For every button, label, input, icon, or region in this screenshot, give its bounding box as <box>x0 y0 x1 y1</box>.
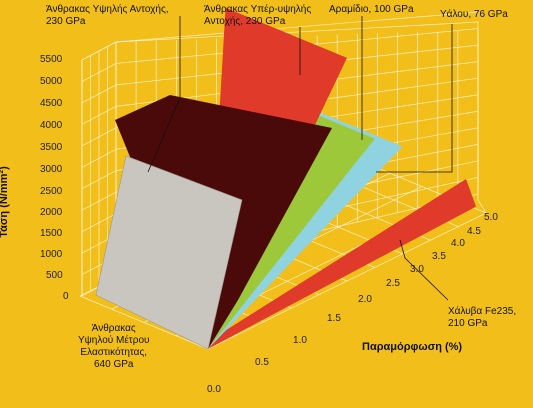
annotation-line: Ελαστικότητας, <box>80 347 148 358</box>
grid-side-wall <box>81 41 117 297</box>
annotation-glass: Υάλου, 76 GPa <box>440 9 508 21</box>
leader-line <box>399 239 449 301</box>
x-tick-label: 0.5 <box>255 357 269 368</box>
annotation-line: Άνθρακας Υπέρ-υψηλής <box>204 4 312 15</box>
leader-line <box>147 16 181 173</box>
x-tick-label: 3.5 <box>432 251 446 262</box>
grid-line <box>115 11 479 43</box>
leader-line <box>376 24 453 173</box>
annotation-line: Υάλου, 76 GPa <box>440 9 508 20</box>
x-tick-label: 4.0 <box>451 238 465 249</box>
x-axis-title: Παραμόρφωση (%) <box>362 341 463 353</box>
y-tick-label: 1000 <box>40 249 63 260</box>
annotation-line: 210 GPa <box>448 318 488 329</box>
annotation-line: Άνθρακας Υψηλής Αντοχής, <box>46 4 169 15</box>
y-tick-label: 1500 <box>40 228 63 239</box>
y-tick-label: 4000 <box>40 120 63 131</box>
y-axis-title: Τάση (N/mm²) <box>0 166 10 238</box>
annotation-leaders <box>147 16 453 301</box>
x-tick-label: 3.0 <box>410 264 424 275</box>
x-tick-label: 5.0 <box>484 212 498 223</box>
y-tick-label: 5500 <box>40 54 63 65</box>
annotation-carbon-high-strength: Άνθρακας Υψηλής Αντοχής, 230 GPa <box>46 4 169 28</box>
x-tick-label: 2.5 <box>386 278 400 289</box>
annotation-line: Αντοχής, 230 GPa <box>204 16 286 27</box>
x-tick-label: 1.0 <box>293 335 307 346</box>
x-tick-label: 2.0 <box>358 294 372 305</box>
material-sheets <box>95 7 476 350</box>
y-tick-label: 4500 <box>40 98 63 109</box>
y-tick-label: 2000 <box>40 207 63 218</box>
y-tick-label: 2500 <box>40 186 63 197</box>
x-tick-label: 0.0 <box>207 384 221 395</box>
annotation-line: Χάλυβα Fe235, <box>448 306 517 317</box>
annotation-carbon-high-modulus: Άνθρακας Υψηλού Μέτρου Ελαστικότητας, 64… <box>78 323 149 371</box>
y-tick-label: 3000 <box>40 164 63 175</box>
annotation-line: Άνθρακας <box>91 323 136 334</box>
annotation-line: Αραμίδιο, 100 GPa <box>329 4 414 15</box>
y-tick-label: 3500 <box>40 142 63 153</box>
annotation-line: 640 GPa <box>94 359 134 370</box>
y-tick-label: 500 <box>46 270 63 281</box>
annotation-line: 230 GPa <box>46 16 86 27</box>
x-tick-label: 1.5 <box>327 313 341 324</box>
annotation-carbon-ultra-high-strength: Άνθρακας Υπέρ-υψηλής Αντοχής, 230 GPa <box>204 4 311 28</box>
y-tick-label: 0 <box>63 291 69 302</box>
y-tick-label: 5000 <box>40 76 63 87</box>
x-tick-label: 4.5 <box>467 226 481 237</box>
grid-line <box>79 295 209 350</box>
annotation-steel: Χάλυβα Fe235, 210 GPa <box>448 306 516 330</box>
annotation-line: Υψηλού Μέτρου <box>78 335 150 346</box>
grid-line <box>207 212 487 350</box>
series-sheet-steel <box>208 179 476 349</box>
annotation-aramid: Αραμίδιο, 100 GPa <box>329 4 414 16</box>
series-sheet-carbon-hm <box>95 155 243 350</box>
